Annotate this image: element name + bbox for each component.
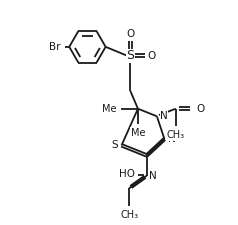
Text: S: S [112,140,118,150]
Text: Me: Me [102,104,116,114]
Text: S: S [126,49,134,62]
Text: O: O [148,51,156,61]
Text: Br: Br [49,42,60,52]
Text: N: N [149,171,157,181]
Text: N: N [168,134,175,144]
Text: N: N [160,111,168,121]
Text: Me: Me [131,128,145,138]
Text: O: O [197,104,205,114]
Text: CH₃: CH₃ [167,130,185,140]
Text: O: O [126,29,134,39]
Text: CH₃: CH₃ [120,210,138,220]
Text: HO: HO [119,169,135,179]
